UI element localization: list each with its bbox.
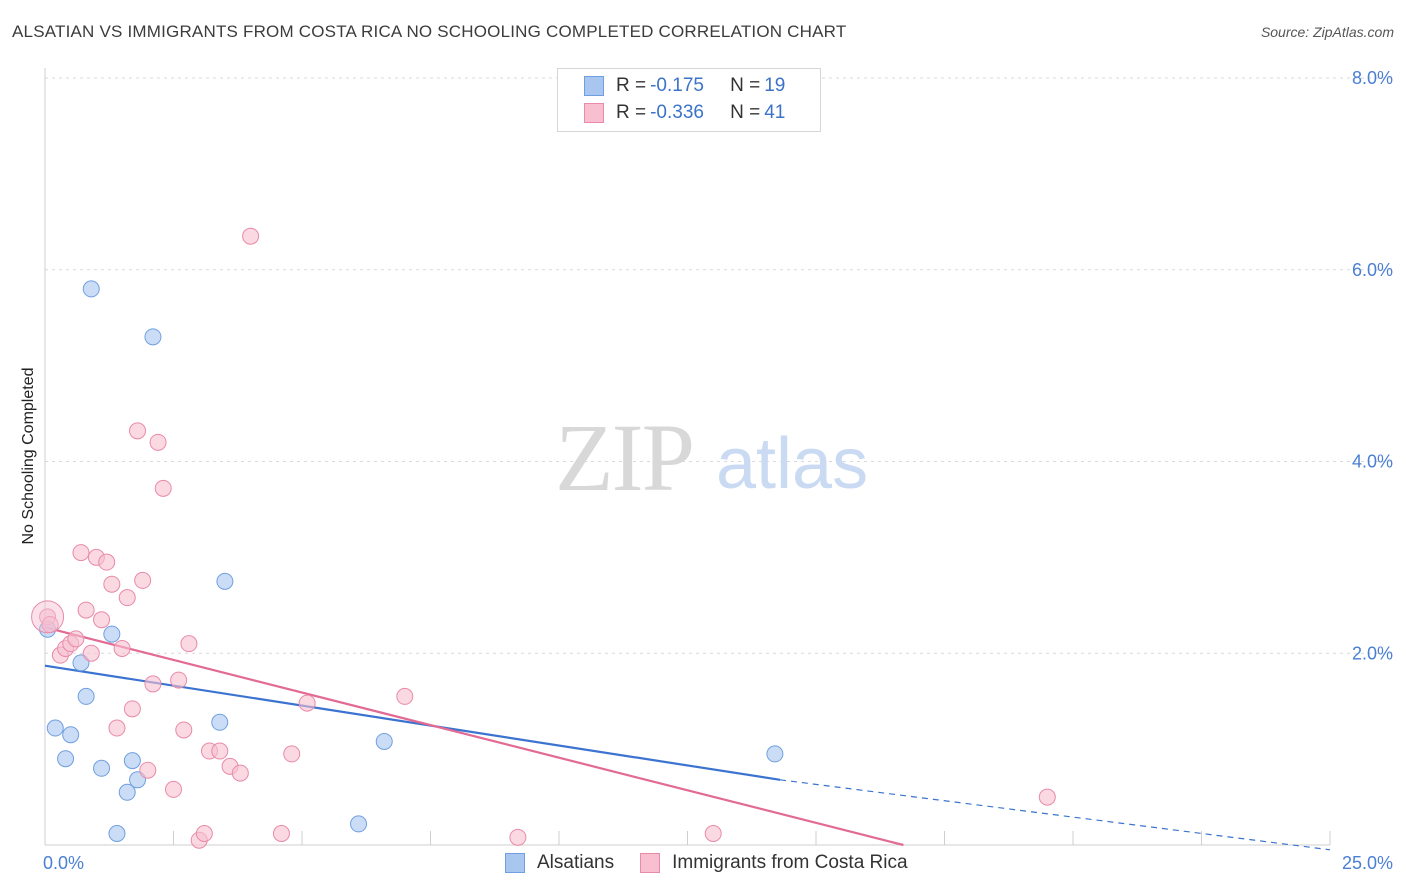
legend-swatch-alsatians	[584, 76, 604, 96]
legend-item-alsatians: Alsatians	[505, 852, 614, 874]
series-legend: Alsatians Immigrants from Costa Rica	[505, 852, 934, 874]
costa-rica-point	[396, 687, 414, 705]
alsatian-point	[46, 719, 64, 737]
legend-item-costa-rica: Immigrants from Costa Rica	[640, 852, 908, 874]
alsatian-point	[211, 713, 229, 731]
watermark: ZIP atlas	[555, 404, 868, 511]
alsatian-point	[118, 783, 136, 801]
costa-rica-point	[144, 675, 162, 693]
legend-row-costa-rica: R = -0.336 N = 41	[584, 101, 785, 125]
costa-rica-point	[98, 553, 116, 571]
correlation-legend: R = -0.175 N = 19 R = -0.336 N = 41	[557, 68, 821, 132]
alsatian-point	[82, 280, 100, 298]
legend-label-costa-rica: Immigrants from Costa Rica	[672, 852, 908, 873]
costa-rica-point	[283, 745, 301, 763]
costa-rica-point	[1038, 788, 1056, 806]
y-tick-label: 2.0%	[1352, 643, 1393, 663]
costa-rica-cluster-point	[31, 600, 65, 634]
costa-rica-point	[123, 700, 141, 718]
costa-rica-point	[195, 824, 213, 842]
costa-rica-point	[211, 742, 229, 760]
y-tick-label: 6.0%	[1352, 260, 1393, 280]
legend-n-label: N =	[730, 75, 761, 96]
legend-swatch-costa-rica	[640, 853, 661, 873]
y-tick-label: 8.0%	[1352, 68, 1393, 88]
legend-r-value: -0.336	[650, 102, 704, 123]
costa-rica-point	[113, 639, 131, 657]
costa-rica-point	[129, 422, 147, 440]
legend-swatch-costa-rica	[584, 103, 604, 123]
legend-label-alsatians: Alsatians	[537, 852, 615, 873]
grid-lines	[45, 77, 1392, 654]
alsatian-point	[77, 687, 95, 705]
alsatian-point	[93, 759, 111, 777]
watermark-atlas: atlas	[716, 424, 868, 504]
costa-rica-point	[175, 721, 193, 739]
alsatian-point	[62, 726, 80, 744]
legend-n-value: 19	[764, 75, 786, 96]
costa-rica-point	[77, 601, 95, 619]
legend-r-label: R =	[616, 102, 647, 123]
costa-rica-point	[272, 824, 290, 842]
legend-swatch-alsatians	[505, 853, 525, 873]
costa-rica-point	[298, 694, 316, 712]
alsatian-point	[766, 745, 784, 763]
x-tick-label-max: 25.0%	[1342, 853, 1393, 873]
alsatian-point	[103, 625, 121, 643]
costa-rica-point	[108, 719, 126, 737]
alsatian-point	[123, 752, 141, 770]
tick-labels: 2.0% 4.0% 6.0% 8.0% 0.0% 25.0%	[43, 68, 1393, 873]
costa-rica-point	[134, 571, 152, 589]
y-tick-label: 4.0%	[1352, 452, 1393, 472]
costa-rica-trend-line	[44, 626, 904, 847]
x-tick-label-min: 0.0%	[43, 853, 84, 873]
costa-rica-point	[704, 824, 722, 842]
alsatian-point	[216, 572, 234, 590]
legend-n-label: N =	[730, 102, 761, 123]
watermark-zip: ZIP	[555, 404, 693, 511]
costa-rica-point	[118, 589, 136, 607]
costa-rica-point	[103, 575, 121, 593]
legend-r-value: -0.175	[650, 75, 704, 96]
legend-r-label: R =	[616, 75, 647, 96]
costa-rica-point	[149, 433, 167, 451]
alsatian-point	[144, 328, 162, 346]
costa-rica-point	[231, 764, 249, 782]
data-points	[31, 227, 1056, 849]
alsatian-point	[57, 750, 75, 768]
costa-rica-point	[67, 630, 85, 648]
legend-n-value: 41	[764, 102, 786, 123]
costa-rica-point	[165, 780, 182, 798]
source-note: Source: ZipAtlas.com	[1260, 24, 1394, 40]
costa-rica-point	[242, 227, 260, 245]
y-axis-title: No Schooling Completed	[20, 368, 37, 545]
costa-rica-point	[139, 761, 157, 779]
alsatian-trend-line	[44, 664, 781, 781]
costa-rica-point	[72, 544, 90, 562]
alsatian-point	[108, 824, 126, 842]
alsatian-point	[350, 815, 368, 833]
costa-rica-point	[170, 671, 188, 689]
costa-rica-point	[82, 644, 100, 662]
costa-rica-point	[509, 828, 527, 846]
alsatian-point	[375, 732, 393, 750]
axes	[44, 68, 1331, 846]
chart-title: ALSATIAN VS IMMIGRANTS FROM COSTA RICA N…	[12, 22, 847, 41]
legend-row-alsatians: R = -0.175 N = 19	[584, 74, 785, 98]
trend-lines	[44, 626, 1331, 851]
costa-rica-point	[180, 635, 198, 653]
costa-rica-point	[154, 479, 172, 497]
alsatian-trend-extension	[779, 779, 1331, 851]
costa-rica-point	[93, 611, 111, 629]
